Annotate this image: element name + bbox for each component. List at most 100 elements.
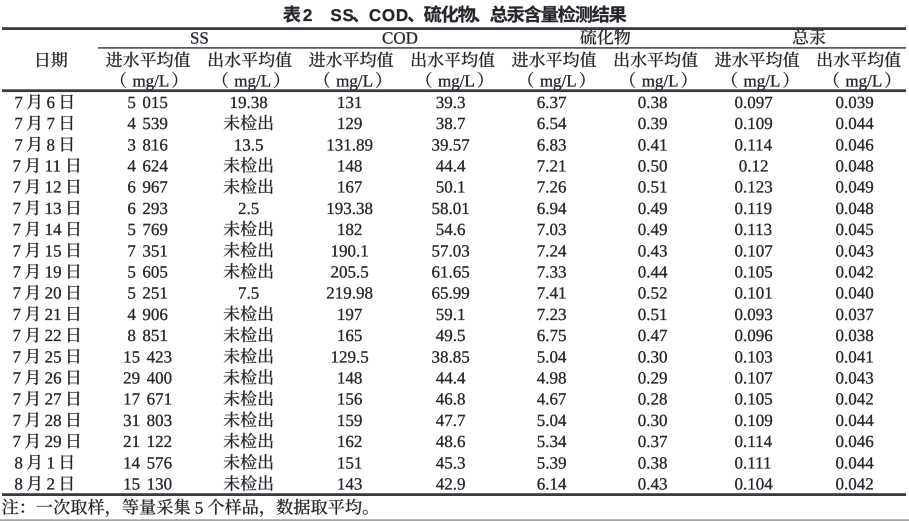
svg-text:156: 156	[337, 390, 363, 409]
svg-text:15: 15	[45, 241, 62, 260]
svg-text:0.038: 0.038	[835, 326, 873, 345]
svg-text:5: 5	[127, 284, 136, 303]
svg-text:0.105: 0.105	[734, 263, 772, 282]
svg-text:0.41: 0.41	[638, 135, 668, 154]
svg-text:0.042: 0.042	[835, 475, 873, 494]
svg-text:0.040: 0.040	[835, 284, 873, 303]
svg-text:8: 8	[14, 453, 23, 472]
svg-text:mg/L: mg/L	[845, 71, 882, 90]
svg-text:19: 19	[45, 263, 62, 282]
svg-text:mg/L: mg/L	[234, 71, 271, 90]
svg-text:COD: COD	[369, 6, 409, 25]
svg-text:5.04: 5.04	[537, 347, 567, 366]
svg-text:61.65: 61.65	[431, 263, 469, 282]
svg-text:57.03: 57.03	[431, 241, 469, 260]
svg-text:21: 21	[45, 305, 62, 324]
svg-text:129: 129	[337, 114, 363, 133]
svg-text:6.37: 6.37	[537, 93, 567, 112]
svg-text:5: 5	[127, 263, 136, 282]
svg-text:44.4: 44.4	[436, 157, 466, 176]
svg-text:0.51: 0.51	[638, 305, 668, 324]
svg-text:197: 197	[337, 305, 363, 324]
svg-text:0.043: 0.043	[835, 369, 873, 388]
svg-text:0.044: 0.044	[835, 114, 874, 133]
svg-text:7: 7	[13, 241, 22, 260]
svg-text:0.044: 0.044	[835, 411, 874, 430]
svg-text:159: 159	[337, 411, 363, 430]
svg-text:21: 21	[123, 432, 140, 451]
svg-text:COD: COD	[382, 28, 418, 47]
svg-text:5.39: 5.39	[537, 453, 567, 472]
svg-text:11: 11	[45, 157, 61, 176]
svg-text:0.097: 0.097	[734, 93, 773, 112]
svg-text:122: 122	[147, 432, 173, 451]
svg-text:59.1: 59.1	[436, 305, 466, 324]
svg-text:7: 7	[14, 114, 23, 133]
svg-text:12: 12	[45, 178, 62, 197]
svg-text:7.41: 7.41	[537, 284, 567, 303]
svg-text:0.046: 0.046	[835, 432, 873, 451]
svg-text:131.89: 131.89	[326, 135, 373, 154]
svg-text:5: 5	[195, 498, 204, 517]
svg-text:7: 7	[13, 263, 22, 282]
svg-text:0.043: 0.043	[835, 241, 873, 260]
svg-text:mg/L: mg/L	[744, 71, 781, 90]
svg-text:0.44: 0.44	[638, 263, 668, 282]
svg-text:58.01: 58.01	[431, 199, 469, 218]
svg-text:4.98: 4.98	[537, 369, 567, 388]
svg-text:4: 4	[127, 114, 136, 133]
svg-text:0.049: 0.049	[835, 178, 873, 197]
svg-text:193.38: 193.38	[326, 199, 373, 218]
svg-text:0.046: 0.046	[835, 135, 873, 154]
svg-text:6.54: 6.54	[537, 114, 567, 133]
svg-text:14: 14	[45, 220, 63, 239]
svg-text:0.38: 0.38	[638, 453, 668, 472]
svg-text:0.045: 0.045	[835, 220, 873, 239]
svg-text:219.98: 219.98	[326, 284, 373, 303]
svg-text:6: 6	[46, 93, 55, 112]
svg-text:7.21: 7.21	[537, 157, 567, 176]
svg-text:205.5: 205.5	[330, 263, 368, 282]
svg-text:7: 7	[127, 241, 136, 260]
svg-text:7.33: 7.33	[537, 263, 567, 282]
svg-text:0.042: 0.042	[835, 263, 873, 282]
svg-text:0.096: 0.096	[734, 326, 772, 345]
svg-text:6: 6	[127, 199, 136, 218]
svg-text:0.43: 0.43	[638, 475, 668, 494]
svg-text:0.47: 0.47	[638, 326, 668, 345]
svg-text:624: 624	[142, 157, 168, 176]
svg-text:0.30: 0.30	[638, 411, 668, 430]
svg-text:0.38: 0.38	[638, 93, 668, 112]
svg-text:0.123: 0.123	[734, 178, 772, 197]
svg-text:39.57: 39.57	[431, 135, 470, 154]
svg-text:148: 148	[337, 369, 363, 388]
svg-text:0.093: 0.093	[734, 305, 772, 324]
svg-text:mg/L: mg/L	[642, 71, 679, 90]
svg-text:6.83: 6.83	[537, 135, 567, 154]
svg-text:0.113: 0.113	[734, 220, 772, 239]
svg-text:mg/L: mg/L	[132, 71, 169, 90]
svg-text:0.107: 0.107	[734, 241, 773, 260]
svg-text:0.28: 0.28	[638, 390, 668, 409]
svg-text:015: 015	[142, 93, 168, 112]
svg-text:SS: SS	[330, 6, 354, 25]
svg-text:576: 576	[147, 453, 173, 472]
svg-text:7: 7	[13, 220, 22, 239]
svg-text:0.104: 0.104	[734, 475, 773, 494]
svg-text:4.67: 4.67	[537, 390, 567, 409]
svg-text:6.14: 6.14	[537, 475, 567, 494]
svg-text:131: 131	[337, 93, 363, 112]
svg-text:129.5: 129.5	[330, 347, 368, 366]
svg-text:26: 26	[45, 369, 62, 388]
svg-text:7: 7	[13, 369, 22, 388]
svg-text:7: 7	[14, 135, 23, 154]
svg-text:7: 7	[13, 157, 22, 176]
svg-text:167: 167	[337, 178, 363, 197]
svg-text:50.1: 50.1	[436, 178, 466, 197]
svg-text:803: 803	[147, 411, 173, 430]
svg-text:1: 1	[46, 453, 55, 472]
svg-text:44.4: 44.4	[436, 369, 466, 388]
svg-text:148: 148	[337, 157, 363, 176]
svg-text:0.51: 0.51	[638, 178, 668, 197]
svg-text:0.039: 0.039	[835, 93, 873, 112]
